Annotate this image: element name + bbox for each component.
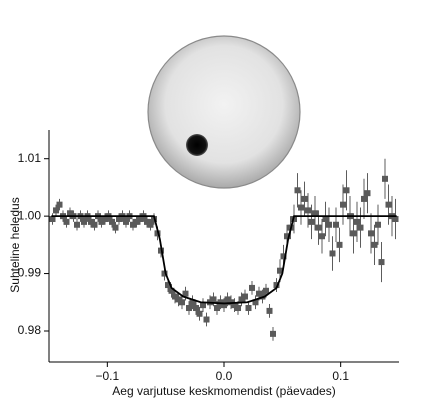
data-point [357,224,364,231]
data-point [137,216,143,223]
data-point [63,218,70,225]
data-point [224,296,231,303]
data-point [172,293,178,300]
data-point [112,224,119,231]
model-line [51,215,397,305]
data-point [361,195,367,202]
data-point [56,201,63,208]
data-point [350,230,357,237]
data-point [231,302,238,309]
data-point [266,307,273,314]
data-point [280,253,287,260]
data-point [312,210,318,217]
x-tick-label: 0.0 [216,369,233,383]
data-point [301,195,308,202]
y-tick-label: 1.00 [18,208,42,222]
y-tick-label: 1.01 [18,151,42,165]
data-point [368,230,374,237]
data-point [91,221,98,228]
data-point [270,330,276,337]
data-point [382,175,388,182]
data-point [144,218,150,225]
data-point [179,299,185,306]
data-point [214,305,220,312]
data-point [165,282,171,289]
data-point [364,190,371,197]
x-tick-label: −0.1 [95,369,119,383]
data-point [147,221,154,228]
data-point [252,299,259,306]
data-point [322,216,329,223]
data-point [256,290,262,297]
data-point [242,293,248,300]
data-point [305,207,311,214]
data-point [196,310,203,317]
data-point [354,218,360,225]
data-point [193,305,199,312]
data-point [378,259,385,266]
data-point [263,287,269,294]
data-point [168,287,175,294]
y-tick-label: 0.99 [18,266,42,280]
data-point [294,187,301,194]
data-point [175,296,182,303]
data-point [98,218,105,225]
data-point [238,296,245,303]
data-point [298,204,304,211]
data-point [277,267,283,274]
data-point [249,284,255,291]
data-point [49,216,56,223]
data-point [67,210,73,217]
data-point [336,241,343,248]
data-point [217,299,224,306]
data-point [319,233,325,240]
data-point [235,305,241,312]
data-point [189,299,196,306]
data-point [53,207,59,214]
data-point [88,218,94,225]
data-point [102,216,108,223]
data-point [392,216,399,223]
data-point [308,218,315,225]
data-point [284,233,290,240]
data-point [109,218,115,225]
data-point [221,302,227,309]
data-point [74,221,80,228]
data-point [133,218,140,225]
data-point [130,221,136,228]
data-point [375,221,381,228]
data-point [123,218,129,225]
data-point [81,218,87,225]
y-axis-label: Suhteline heledus [8,197,22,292]
data-point [200,302,206,309]
data-point [343,187,350,194]
data-point [340,201,346,208]
x-tick-label: 0.1 [332,369,349,383]
data-point [273,282,280,289]
data-point [186,305,192,312]
data-point [203,316,210,323]
data-point [116,216,122,223]
data-point [329,250,336,257]
star-illustration [147,35,301,189]
data-point [210,296,217,303]
y-tick-label: 0.98 [18,323,42,337]
x-axis-label: Aeg varjutuse keskmomendist (päevades) [112,384,335,398]
data-point [385,201,392,208]
data-point [161,270,168,277]
data-point [333,221,339,228]
data-point [371,241,378,248]
data-point [326,221,332,228]
data-point [182,290,189,297]
data-point [245,305,252,312]
data-point [315,224,322,231]
